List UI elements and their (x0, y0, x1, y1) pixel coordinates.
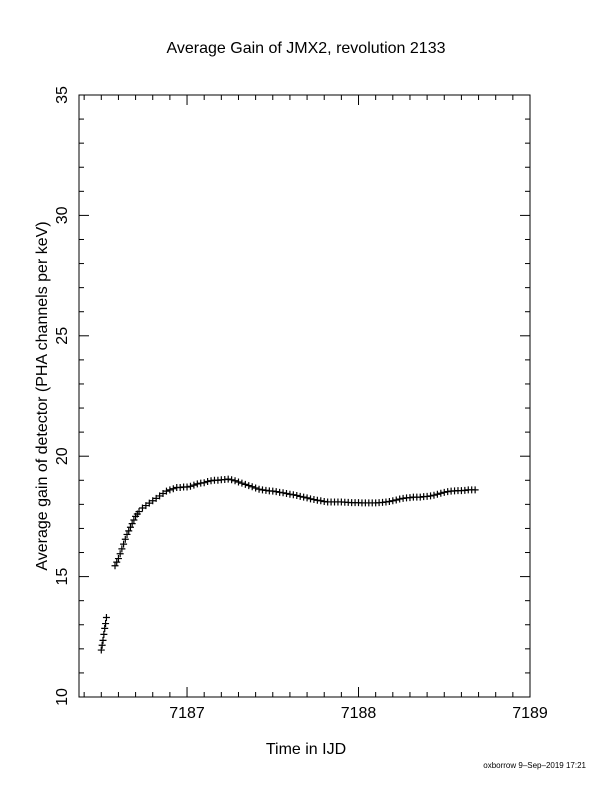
data-point (98, 641, 106, 649)
data-point (116, 550, 124, 558)
data-point (385, 497, 393, 505)
data-point (101, 624, 109, 632)
data-point (204, 477, 212, 485)
data-point (440, 488, 448, 496)
y-tick-label: 15 (54, 568, 71, 586)
data-point (255, 485, 263, 493)
x-axis-label: Time in IJD (266, 741, 346, 758)
data-point (317, 497, 325, 505)
data-point (310, 496, 318, 504)
data-point (125, 527, 133, 535)
data-point (396, 495, 404, 503)
x-tick-label: 7187 (169, 705, 205, 722)
data-point (102, 620, 110, 628)
y-axis-label: Average gain of detector (PHA channels p… (34, 221, 51, 570)
x-tick-label: 7188 (341, 705, 377, 722)
data-point (224, 475, 232, 483)
data-point (193, 480, 201, 488)
data-point (113, 558, 121, 566)
plot-frame (78, 94, 531, 698)
data-point (121, 535, 129, 543)
data-point (231, 477, 239, 485)
footer-stamp: oxborrow 9–Sep–2019 17:21 (483, 761, 586, 770)
data-point (128, 520, 136, 528)
data-point (252, 484, 260, 492)
data-point (437, 489, 445, 497)
x-tick-label: 7189 (512, 705, 548, 722)
data-point (183, 483, 191, 491)
data-point (228, 476, 236, 484)
data-points (97, 475, 479, 654)
data-point (293, 491, 301, 499)
data-point (389, 497, 397, 505)
data-point (111, 562, 119, 570)
data-point (97, 646, 105, 654)
data-point (99, 636, 107, 644)
y-tick-label: 10 (54, 688, 71, 706)
data-point (186, 482, 194, 490)
data-point (303, 494, 311, 502)
data-point (135, 508, 143, 516)
data-point (190, 481, 198, 489)
data-point (241, 480, 249, 488)
data-point (123, 530, 131, 538)
data-point (238, 479, 246, 487)
data-point (282, 490, 290, 498)
y-tick-label: 30 (54, 206, 71, 224)
data-point (120, 540, 128, 548)
data-point (166, 486, 174, 494)
data-point (126, 523, 134, 531)
data-point (289, 491, 297, 499)
y-tick-label: 20 (54, 447, 71, 465)
data-point (300, 493, 308, 501)
data-point (200, 479, 208, 487)
axis-ticks (79, 94, 531, 698)
data-point (427, 492, 435, 500)
data-point (392, 496, 400, 504)
data-point (245, 482, 253, 490)
data-point (272, 488, 280, 496)
data-point (248, 483, 256, 491)
data-point (471, 486, 479, 494)
data-point (114, 555, 122, 563)
data-point (162, 487, 170, 495)
data-point (118, 545, 126, 553)
data-point (100, 630, 108, 638)
y-tick-label: 35 (54, 86, 71, 104)
data-point (433, 490, 441, 498)
data-point (307, 495, 315, 503)
data-point (102, 614, 110, 622)
data-point (430, 491, 438, 499)
chart-title: Average Gain of JMX2, revolution 2133 (167, 40, 446, 57)
data-point (296, 492, 304, 500)
data-point (234, 478, 242, 486)
y-tick-label: 25 (54, 327, 71, 345)
data-point (130, 516, 138, 524)
axis-tick-labels: 7187 7188 7189 10 15 20 25 30 35 (54, 86, 548, 722)
data-point (169, 485, 177, 493)
data-point (279, 489, 287, 497)
